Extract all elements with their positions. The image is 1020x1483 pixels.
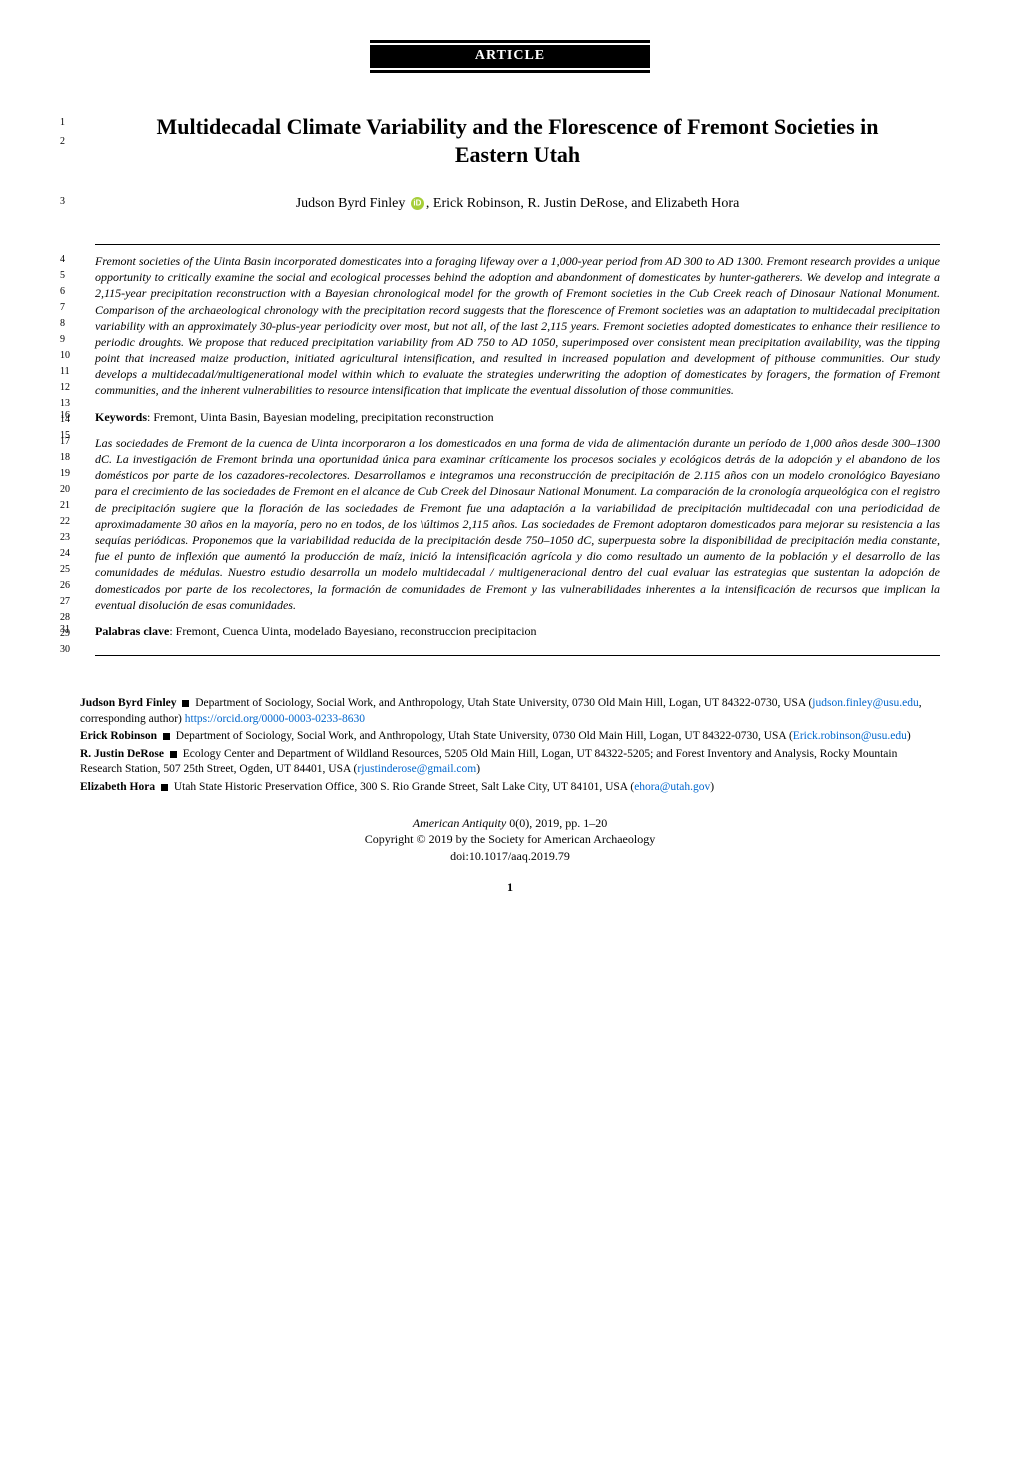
affiliation-row: Elizabeth Hora Utah State Historic Prese… [80,780,940,796]
affiliation-text: Department of Sociology, Social Work, an… [173,730,793,742]
line-number: 18 [60,451,70,465]
line-number: 4 [60,253,65,267]
email-link[interactable]: judson.finley@usu.edu [812,697,918,709]
email-link[interactable]: rjustinderose@gmail.com [357,763,476,775]
affiliation-row: Erick Robinson Department of Sociology, … [80,729,940,745]
separator-icon [161,784,168,791]
line-number: 17 [60,435,70,449]
line-number: 5 [60,269,65,283]
line-number: 25 [60,563,70,577]
affiliation-text: ) [710,781,714,793]
affiliations-block: Judson Byrd Finley Department of Sociolo… [80,696,940,795]
keywords-text: : Fremont, Uinta Basin, Bayesian modelin… [147,410,494,424]
affiliation-row: R. Justin DeRose Ecology Center and Depa… [80,747,940,778]
page-title: Multidecadal Climate Variability and the… [118,113,918,170]
abstract-section: 4 5 6 7 8 9 10 11 12 13 14 15 Fremont so… [95,244,940,656]
abstract-es-text: Las sociedades de Fremont de la cuenca d… [95,436,940,612]
abstract-spanish: 17 18 19 20 21 22 23 24 25 26 27 28 29 3… [95,435,940,613]
affiliation-author: Judson Byrd Finley [80,697,177,709]
doi-line: doi:10.1017/aaq.2019.79 [80,848,940,864]
orcid-icon[interactable] [411,197,424,210]
copyright-line: Copyright © 2019 by the Society for Amer… [80,831,940,847]
page-number: 1 [80,879,940,895]
line-number: 3 [60,195,65,209]
orcid-link[interactable]: https://orcid.org/0000-0003-0233-8630 [185,713,365,725]
affiliation-text: Department of Sociology, Social Work, an… [192,697,812,709]
line-number: 6 [60,285,65,299]
line-number: 21 [60,499,70,513]
line-number: 12 [60,381,70,395]
line-number: 19 [60,467,70,481]
authors-line: 3 Judson Byrd Finley , Erick Robinson, R… [95,195,940,214]
article-banner: ARTICLE [370,40,650,73]
separator-icon [170,751,177,758]
line-number: 20 [60,483,70,497]
line-number: 1 [60,116,65,130]
title-block: 1 2 Multidecadal Climate Variability and… [95,113,940,170]
separator-icon [163,733,170,740]
affiliation-author: R. Justin DeRose [80,748,164,760]
abstract-en-text: Fremont societies of the Uinta Basin inc… [95,254,940,398]
affiliation-text: Utah State Historic Preservation Office,… [171,781,634,793]
keywords-label: Keywords [95,410,147,424]
journal-name: American Antiquity [413,816,506,830]
affiliation-author: Elizabeth Hora [80,781,155,793]
abstract-english: 4 5 6 7 8 9 10 11 12 13 14 15 Fremont so… [95,253,940,399]
line-number: 24 [60,547,70,561]
journal-line: American Antiquity 0(0), 2019, pp. 1–20 [80,815,940,831]
line-number: 26 [60,579,70,593]
line-number: 9 [60,333,65,347]
affiliation-row: Judson Byrd Finley Department of Sociolo… [80,696,940,727]
keywords-line: 16 Keywords: Fremont, Uinta Basin, Bayes… [95,409,940,425]
line-number: 23 [60,531,70,545]
line-number: 31 [60,623,70,637]
line-number: 8 [60,317,65,331]
affiliation-text: ) [476,763,480,775]
palabras-text: : Fremont, Cuenca Uinta, modelado Bayesi… [169,624,536,638]
author-primary: Judson Byrd Finley [296,196,406,211]
line-number: 27 [60,595,70,609]
email-link[interactable]: Erick.robinson@usu.edu [793,730,907,742]
line-number: 16 [60,409,70,423]
line-number: 22 [60,515,70,529]
palabras-clave-line: 31 Palabras clave: Fremont, Cuenca Uinta… [95,623,940,647]
line-number: 2 [60,135,65,149]
line-number: 30 [60,643,70,657]
affiliation-text: Ecology Center and Department of Wildlan… [80,748,897,776]
line-number: 7 [60,301,65,315]
line-number: 10 [60,349,70,363]
palabras-label: Palabras clave [95,624,169,638]
authors-rest: , Erick Robinson, R. Justin DeRose, and … [426,196,739,211]
affiliation-author: Erick Robinson [80,730,157,742]
affiliation-text: ) [907,730,911,742]
issue-info: 0(0), 2019, pp. 1–20 [506,816,607,830]
separator-icon [182,700,189,707]
email-link[interactable]: ehora@utah.gov [634,781,710,793]
line-number: 11 [60,365,70,379]
page-footer: American Antiquity 0(0), 2019, pp. 1–20 … [80,815,940,864]
